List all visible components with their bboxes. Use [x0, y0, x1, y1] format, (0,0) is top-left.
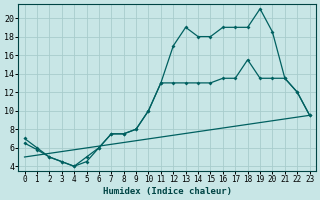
X-axis label: Humidex (Indice chaleur): Humidex (Indice chaleur) — [103, 187, 232, 196]
